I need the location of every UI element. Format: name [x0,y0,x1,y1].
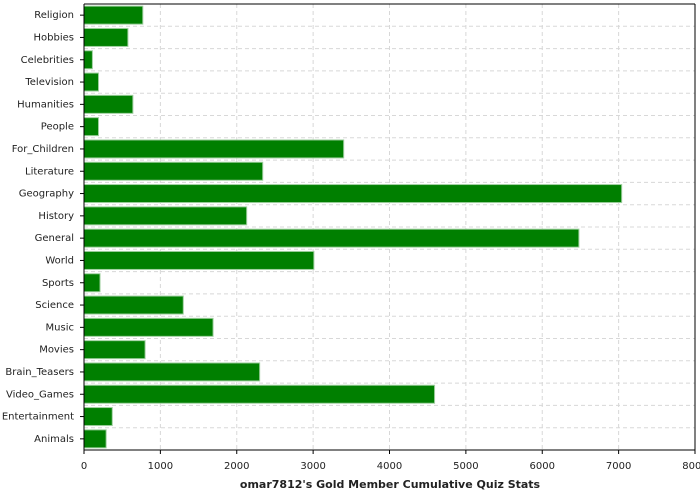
x-tick-label: 6000 [530,461,555,472]
y-tick-label: Geography [19,189,74,200]
bar [83,228,580,248]
x-tick-label: 1000 [148,461,173,472]
y-tick-label: History [38,211,74,222]
bar [83,384,436,404]
x-axis-title: omar7812's Gold Member Cumulative Quiz S… [240,478,541,491]
y-tick-label: Religion [34,10,74,21]
y-tick-label: Animals [34,434,74,445]
bar [83,407,113,427]
bar [83,362,261,382]
bar [83,184,623,204]
x-tick-label: 7000 [606,461,631,472]
bar [83,161,264,181]
bar [83,250,315,270]
y-tick-label: Celebrities [21,55,74,66]
bar [83,139,345,159]
y-tick-label: Movies [39,345,74,356]
y-tick-label: World [45,255,74,266]
bar [83,317,214,337]
bar [83,94,134,114]
y-tick-label: Entertainment [2,412,74,423]
y-tick-label: Literature [25,166,74,177]
bar [83,295,184,315]
bar [83,5,144,25]
x-tick-label: 4000 [377,461,402,472]
bar [83,117,100,137]
y-tick-label: Brain_Teasers [5,367,74,378]
x-tick-label: 2000 [224,461,249,472]
x-tick-label: 5000 [453,461,478,472]
y-tick-label: Television [24,77,74,88]
bar [83,273,101,293]
bar [83,72,100,92]
bar [83,340,146,360]
bar [83,27,129,47]
y-tick-label: Humanities [17,99,74,110]
bar [83,50,93,70]
y-tick-label: Hobbies [34,32,74,43]
bar [83,429,107,449]
x-tick-label: 0 [81,461,87,472]
x-tick-label: 3000 [300,461,325,472]
y-tick-label: Video_Games [6,389,74,400]
y-tick-label: For_Children [12,144,74,155]
y-tick-label: General [35,233,74,244]
y-tick-label: Sports [42,278,74,289]
y-tick-label: Music [46,322,74,333]
bar [83,206,248,226]
x-tick-label: 8000 [682,461,700,472]
y-tick-label: People [41,122,74,133]
y-tick-label: Science [35,300,74,311]
